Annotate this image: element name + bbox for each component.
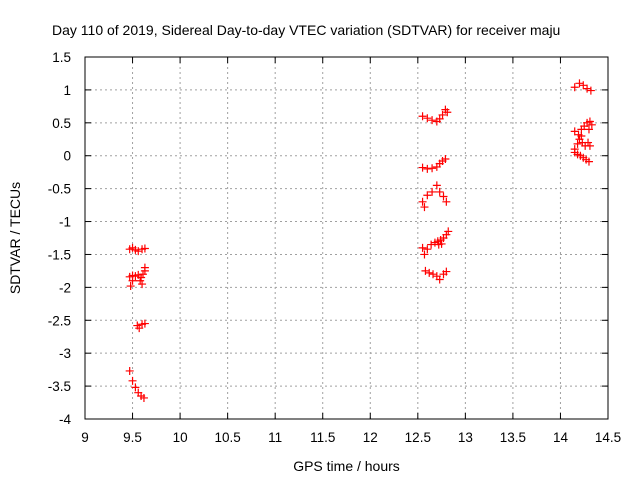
data-point xyxy=(584,157,593,166)
data-point xyxy=(587,120,596,129)
axis-ticks: 9 9.5 10 10.5 11 11.5 12 12.5 13 13.5 14 14.5-4-3.5… xyxy=(48,50,621,445)
data-point xyxy=(584,125,593,134)
data-point xyxy=(432,181,441,190)
data-point xyxy=(428,116,437,125)
data-point xyxy=(579,81,588,90)
data-point xyxy=(438,110,447,119)
data-point xyxy=(575,79,584,88)
data-point xyxy=(139,393,148,402)
data-point xyxy=(423,164,432,173)
data-point xyxy=(128,376,137,385)
data-point xyxy=(423,191,432,200)
data-point xyxy=(584,138,593,147)
data-point xyxy=(136,276,145,285)
data-point xyxy=(418,197,427,206)
data-point xyxy=(435,275,444,284)
x-tick-label: 12 xyxy=(363,430,378,445)
data-point xyxy=(428,164,437,173)
data-point xyxy=(428,187,437,196)
chart-title: Day 110 of 2019, Sidereal Day-to-day VTE… xyxy=(52,22,560,38)
data-point xyxy=(577,131,586,140)
grid xyxy=(85,57,608,419)
data-point xyxy=(126,282,135,291)
data-point xyxy=(425,268,434,277)
data-point xyxy=(418,112,427,121)
data-point xyxy=(423,245,432,254)
data-point xyxy=(586,86,595,95)
data-point xyxy=(435,187,444,196)
data-point xyxy=(441,155,450,164)
x-tick-label: 13 xyxy=(458,430,473,445)
data-point xyxy=(420,203,429,212)
y-tick-label: -3.5 xyxy=(48,379,71,394)
y-tick-label: -3 xyxy=(59,346,71,361)
x-tick-label: 11.5 xyxy=(310,430,335,445)
data-point xyxy=(418,163,427,172)
x-tick-label: 14.5 xyxy=(595,430,621,445)
data-point xyxy=(583,84,592,93)
x-tick-label: 10.5 xyxy=(214,430,240,445)
x-tick-label: 13.5 xyxy=(500,430,526,445)
data-point xyxy=(421,266,430,275)
data-point xyxy=(134,247,143,256)
x-tick-label: 10 xyxy=(173,430,188,445)
data-points xyxy=(125,79,596,402)
data-point xyxy=(442,230,451,239)
data-point xyxy=(570,83,579,92)
y-tick-label: -2.5 xyxy=(48,313,71,328)
data-point xyxy=(418,243,427,252)
data-point xyxy=(444,227,453,236)
data-point xyxy=(439,192,448,201)
plot-area-frame xyxy=(84,56,609,420)
y-tick-label: 0.5 xyxy=(52,116,71,131)
data-point xyxy=(573,139,582,148)
data-point xyxy=(437,239,446,248)
y-axis-title: SDTVAR / TECUs xyxy=(7,182,23,294)
y-tick-label: -0.5 xyxy=(48,182,71,197)
x-tick-label: 9 xyxy=(81,430,89,445)
data-point xyxy=(423,114,432,123)
y-tick-label: -1 xyxy=(59,215,71,230)
data-point xyxy=(138,280,147,289)
data-point xyxy=(139,270,148,279)
y-tick-label: 1 xyxy=(63,83,71,98)
x-tick-label: 11 xyxy=(268,430,282,445)
data-point xyxy=(128,276,137,285)
data-point xyxy=(442,197,451,206)
x-tick-label: 9.5 xyxy=(123,430,142,445)
x-tick-label: 14 xyxy=(553,430,569,445)
data-point xyxy=(420,250,429,259)
y-tick-label: 1.5 xyxy=(52,50,71,65)
data-point xyxy=(137,273,146,282)
data-point xyxy=(585,117,594,126)
y-tick-label: -1.5 xyxy=(48,247,71,262)
y-tick-label: 0 xyxy=(63,149,71,164)
y-tick-label: -4 xyxy=(59,412,71,427)
x-axis-title: GPS time / hours xyxy=(293,458,400,474)
data-point xyxy=(442,267,451,276)
y-tick-label: -2 xyxy=(59,280,71,295)
data-point xyxy=(140,244,149,253)
data-point xyxy=(427,240,436,249)
data-point xyxy=(131,383,140,392)
data-point xyxy=(125,366,134,375)
data-point xyxy=(140,319,149,328)
data-point xyxy=(140,263,149,272)
x-tick-label: 12.5 xyxy=(405,430,431,445)
data-point xyxy=(443,108,452,117)
data-point xyxy=(570,127,579,136)
data-point xyxy=(585,141,594,150)
data-point xyxy=(429,270,438,279)
